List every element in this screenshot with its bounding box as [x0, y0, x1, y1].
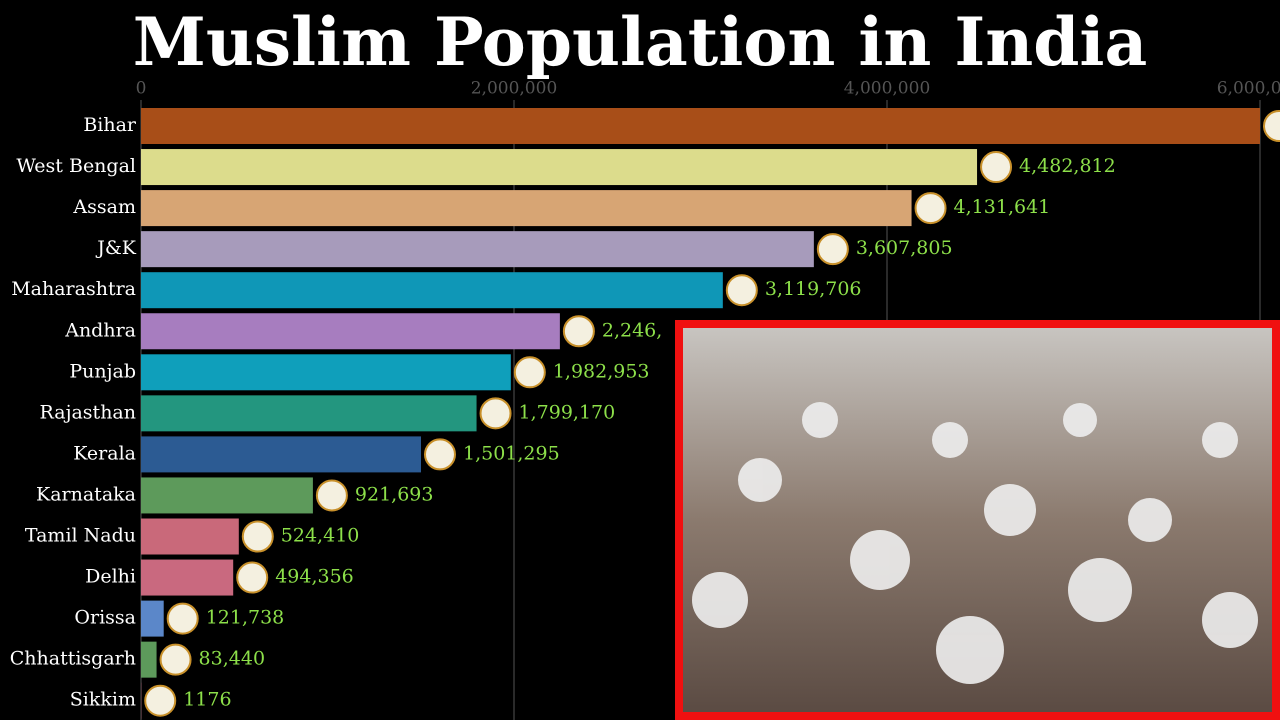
state-emblem	[241, 520, 274, 553]
value-label: 1,799,170	[519, 401, 616, 423]
category-label: Punjab	[69, 360, 136, 382]
x-tick-label: 4,000,000	[844, 79, 931, 99]
bar	[141, 231, 814, 268]
photo	[675, 320, 1280, 720]
category-label: Tamil Nadu	[25, 525, 136, 547]
chart-title: Muslim Population in India	[133, 3, 1147, 81]
category-label: Assam	[72, 196, 136, 218]
category-label: Bihar	[83, 114, 137, 136]
bar	[141, 108, 1260, 144]
x-tick-label: 6,000,000	[1217, 79, 1280, 99]
state-emblem	[513, 356, 546, 389]
bar	[141, 149, 978, 186]
value-label: 524,410	[281, 525, 360, 547]
state-emblem	[166, 602, 199, 635]
category-label: Maharashtra	[11, 278, 136, 300]
bar	[141, 559, 234, 596]
value-label: 921,693	[355, 483, 434, 505]
bar	[141, 190, 912, 227]
category-label: J&K	[95, 237, 137, 259]
state-emblem	[315, 479, 348, 512]
bar	[141, 518, 239, 555]
state-emblem	[423, 438, 456, 471]
state-emblem	[144, 684, 177, 717]
state-emblem	[479, 397, 512, 430]
value-label: 1,982,953	[553, 360, 650, 382]
state-emblem	[562, 315, 595, 348]
x-tick-label: 0	[136, 79, 147, 99]
state-emblem	[816, 233, 849, 266]
state-emblem	[159, 643, 192, 676]
state-emblem	[236, 561, 269, 594]
photo-crowd	[692, 402, 1258, 684]
state-emblem	[980, 151, 1013, 184]
bar	[141, 641, 157, 678]
category-label: Sikkim	[70, 689, 136, 711]
value-label: 3,119,706	[765, 278, 862, 300]
bar	[141, 313, 560, 350]
state-emblem	[725, 274, 758, 307]
value-label: 4,482,812	[1019, 155, 1116, 177]
bar	[141, 477, 313, 514]
value-label: 83,440	[199, 648, 265, 670]
state-emblem	[1263, 110, 1280, 142]
bar	[141, 272, 723, 309]
value-label: 121,738	[206, 607, 285, 629]
value-label: 1176	[183, 689, 231, 711]
value-label: 4,131,641	[954, 196, 1051, 218]
value-label: 1,501,295	[463, 442, 560, 464]
category-label: West Bengal	[16, 155, 136, 177]
category-label: Rajasthan	[40, 401, 136, 423]
x-tick-label: 2,000,000	[471, 79, 558, 99]
state-emblem	[914, 192, 947, 225]
bars: Bihar West Bengal 4,482,812 Assam 4,131,641 J…	[10, 108, 1280, 719]
category-label: Karnataka	[36, 483, 136, 505]
value-label: 494,356	[275, 566, 354, 588]
category-label: Kerala	[73, 442, 136, 464]
category-label: Andhra	[64, 319, 136, 341]
value-label: 3,607,805	[856, 237, 953, 259]
bar	[141, 436, 421, 473]
bar	[141, 395, 477, 432]
bar	[141, 600, 164, 637]
category-label: Chhattisgarh	[10, 648, 136, 670]
category-label: Orissa	[74, 607, 136, 629]
bar	[141, 354, 511, 391]
value-label: 2,246,	[602, 319, 662, 341]
category-label: Delhi	[85, 566, 136, 588]
